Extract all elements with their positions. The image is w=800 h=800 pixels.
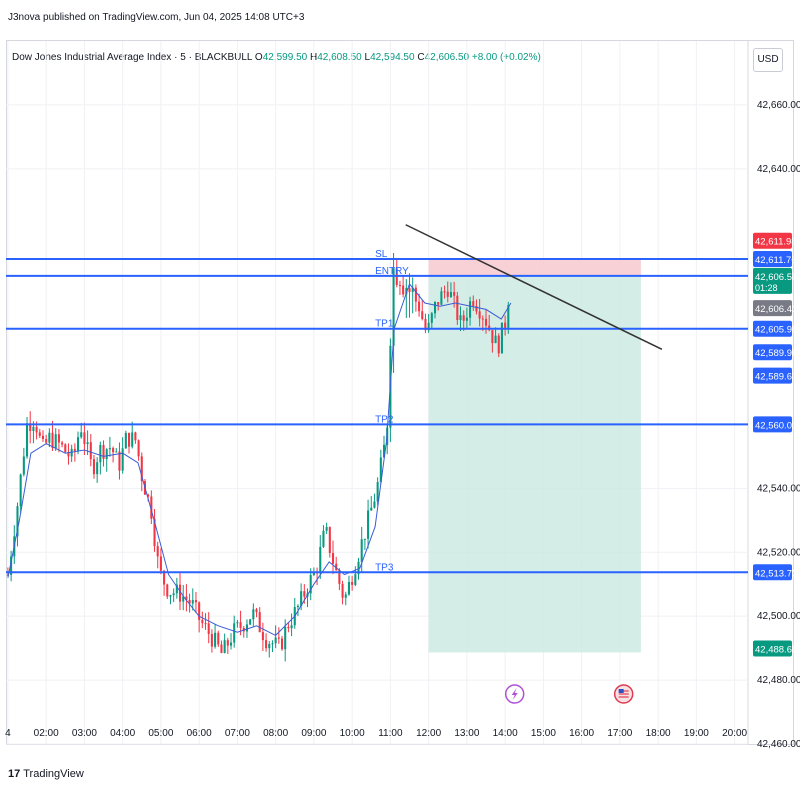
change-value: +8.00 (+0.02%): [471, 52, 541, 63]
publisher-line: J3nova published on TradingView.com, Jun…: [8, 12, 305, 23]
footer-branding: 17 TradingView: [8, 768, 84, 780]
symbol-name: Dow Jones Industrial Average Index · 5 ·…: [12, 52, 253, 63]
close-value: 42,606.50: [424, 52, 470, 63]
open-label: O: [254, 52, 263, 63]
symbol-legend: Dow Jones Industrial Average Index · 5 ·…: [12, 52, 541, 63]
high-value: 42,608.50: [317, 52, 362, 63]
low-label: L: [364, 52, 371, 63]
open-value: 42,599.50: [262, 52, 308, 63]
low-value: 42,594.50: [370, 52, 415, 63]
currency-button[interactable]: USD: [753, 48, 783, 72]
chart-frame: [6, 40, 794, 745]
footer-brand: TradingView: [23, 768, 84, 780]
close-label: C: [417, 52, 425, 63]
tradingview-logo: 17: [8, 768, 21, 780]
